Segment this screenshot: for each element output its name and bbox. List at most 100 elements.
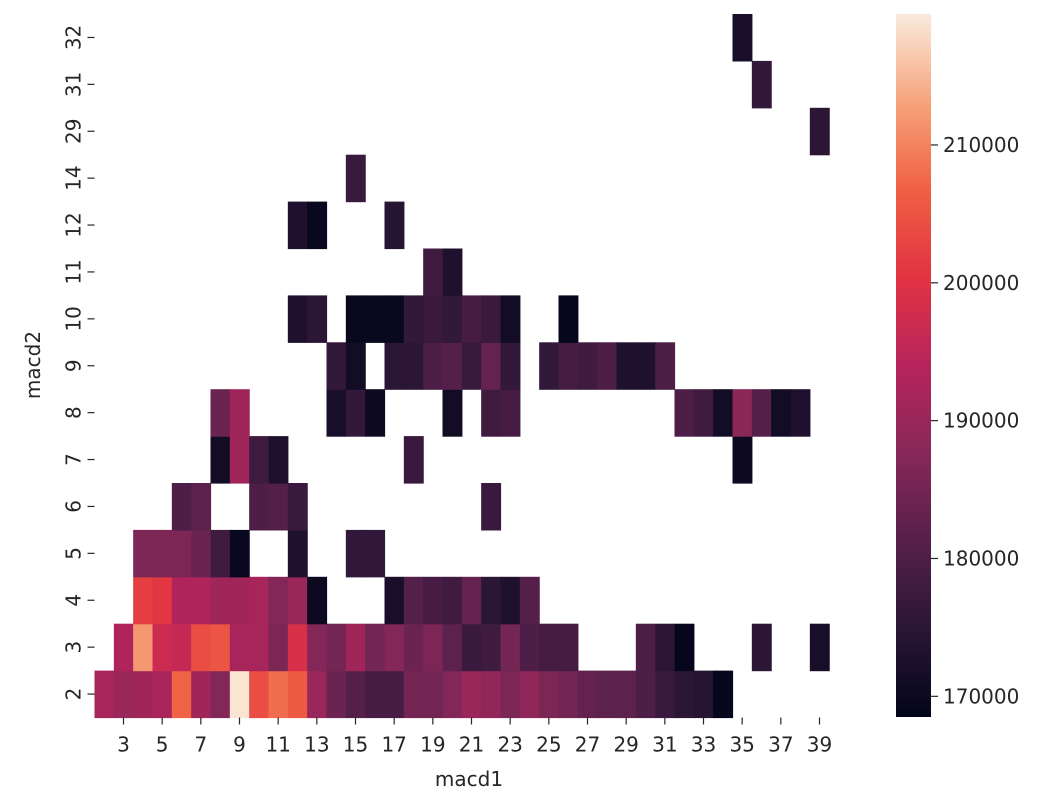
heatmap-cell xyxy=(345,670,366,719)
heatmap-cell xyxy=(384,342,405,390)
x-tick-label: 11 xyxy=(265,733,290,757)
heatmap-cell xyxy=(790,389,811,437)
heatmap-cell xyxy=(133,670,154,719)
heatmap-cell xyxy=(655,623,676,672)
heatmap-cell xyxy=(713,389,734,437)
heatmap-cell xyxy=(210,436,231,484)
heatmap-cell xyxy=(519,670,540,719)
heatmap-cell xyxy=(403,295,424,343)
heatmap-cell xyxy=(558,295,579,343)
heatmap-cell xyxy=(732,389,753,437)
heatmap-cell xyxy=(191,529,212,578)
heatmap-cell xyxy=(461,576,482,625)
heatmap-cell xyxy=(365,389,386,437)
colorbar-tick-label: 170000 xyxy=(943,684,1019,708)
heatmap-cell xyxy=(210,670,231,719)
heatmap-cell xyxy=(693,389,714,437)
heatmap-cell xyxy=(461,623,482,672)
heatmap-cell xyxy=(442,389,463,437)
x-tick-label: 7 xyxy=(194,733,207,757)
heatmap-cell xyxy=(171,529,192,578)
heatmap-cell xyxy=(577,342,598,390)
y-tick-label: 11 xyxy=(62,259,86,284)
heatmap-cell xyxy=(751,623,772,672)
heatmap-cell xyxy=(307,295,328,343)
heatmap-cell xyxy=(442,295,463,343)
heatmap-cell xyxy=(191,576,212,625)
heatmap-cell xyxy=(481,576,502,625)
heatmap-cell xyxy=(191,670,212,719)
heatmap-cell xyxy=(210,623,231,672)
heatmap-cell xyxy=(558,342,579,390)
y-tick-label: 2 xyxy=(62,688,86,701)
heatmap-cell xyxy=(171,483,192,531)
heatmap-cell xyxy=(287,670,308,719)
heatmap-cell xyxy=(152,623,173,672)
heatmap-cell xyxy=(210,576,231,625)
heatmap-cell xyxy=(287,623,308,672)
x-tick-label: 17 xyxy=(381,733,406,757)
heatmap-cell xyxy=(423,670,444,719)
heatmap-cell xyxy=(287,201,308,250)
y-tick-label: 10 xyxy=(62,306,86,331)
heatmap-cell xyxy=(365,295,386,343)
heatmap-cell xyxy=(403,342,424,390)
heatmap-cell xyxy=(597,342,618,390)
x-tick-label: 13 xyxy=(304,733,329,757)
heatmap-cell xyxy=(403,623,424,672)
heatmap-cell xyxy=(616,670,637,719)
y-tick-label: 7 xyxy=(62,453,86,466)
heatmap-cell xyxy=(287,529,308,578)
x-tick-label: 37 xyxy=(768,733,793,757)
colorbar-tick-label: 190000 xyxy=(943,409,1019,433)
heatmap-cell xyxy=(249,623,270,672)
heatmap-cell xyxy=(268,670,289,719)
heatmap-cell xyxy=(229,436,250,484)
y-tick-label: 12 xyxy=(62,212,86,237)
heatmap-cells xyxy=(94,14,830,719)
heatmap-cell xyxy=(345,389,366,437)
heatmap-cell xyxy=(539,623,560,672)
heatmap-cell xyxy=(539,342,560,390)
y-tick-label: 14 xyxy=(62,165,86,190)
heatmap-cell xyxy=(345,623,366,672)
heatmap-cell xyxy=(326,623,347,672)
heatmap-cell xyxy=(152,576,173,625)
colorbar xyxy=(896,14,931,717)
heatmap-cell xyxy=(481,623,502,672)
heatmap-cell xyxy=(519,623,540,672)
heatmap-cell xyxy=(713,670,734,719)
heatmap-cell xyxy=(287,295,308,343)
heatmap-cell xyxy=(94,670,115,719)
heatmap-cell xyxy=(423,295,444,343)
heatmap-cell xyxy=(732,14,753,62)
heatmap-cell xyxy=(268,483,289,531)
heatmap-cell xyxy=(345,295,366,343)
heatmap-cell xyxy=(249,436,270,484)
x-tick-label: 27 xyxy=(575,733,600,757)
heatmap-cell xyxy=(384,576,405,625)
heatmap-cell xyxy=(403,436,424,484)
x-tick-label: 25 xyxy=(536,733,561,757)
heatmap-cell xyxy=(423,248,444,296)
y-tick-label: 32 xyxy=(62,25,86,50)
heatmap-cell xyxy=(229,529,250,578)
heatmap-cell xyxy=(751,60,772,109)
colorbar-tick-label: 180000 xyxy=(943,546,1019,570)
heatmap-cell xyxy=(423,623,444,672)
heatmap-cell xyxy=(500,389,521,437)
y-tick-label: 31 xyxy=(62,72,86,97)
heatmap-cell xyxy=(133,529,154,578)
x-axis-label: macd1 xyxy=(435,767,503,791)
heatmap-cell xyxy=(539,670,560,719)
heatmap-cell xyxy=(152,670,173,719)
heatmap-cell xyxy=(345,342,366,390)
heatmap-cell xyxy=(229,623,250,672)
heatmap-cell xyxy=(558,670,579,719)
heatmap-cell xyxy=(577,670,598,719)
heatmap-cell xyxy=(655,670,676,719)
heatmap-cell xyxy=(500,576,521,625)
heatmap-cell xyxy=(635,670,656,719)
heatmap-cell xyxy=(442,342,463,390)
heatmap-cell xyxy=(326,342,347,390)
